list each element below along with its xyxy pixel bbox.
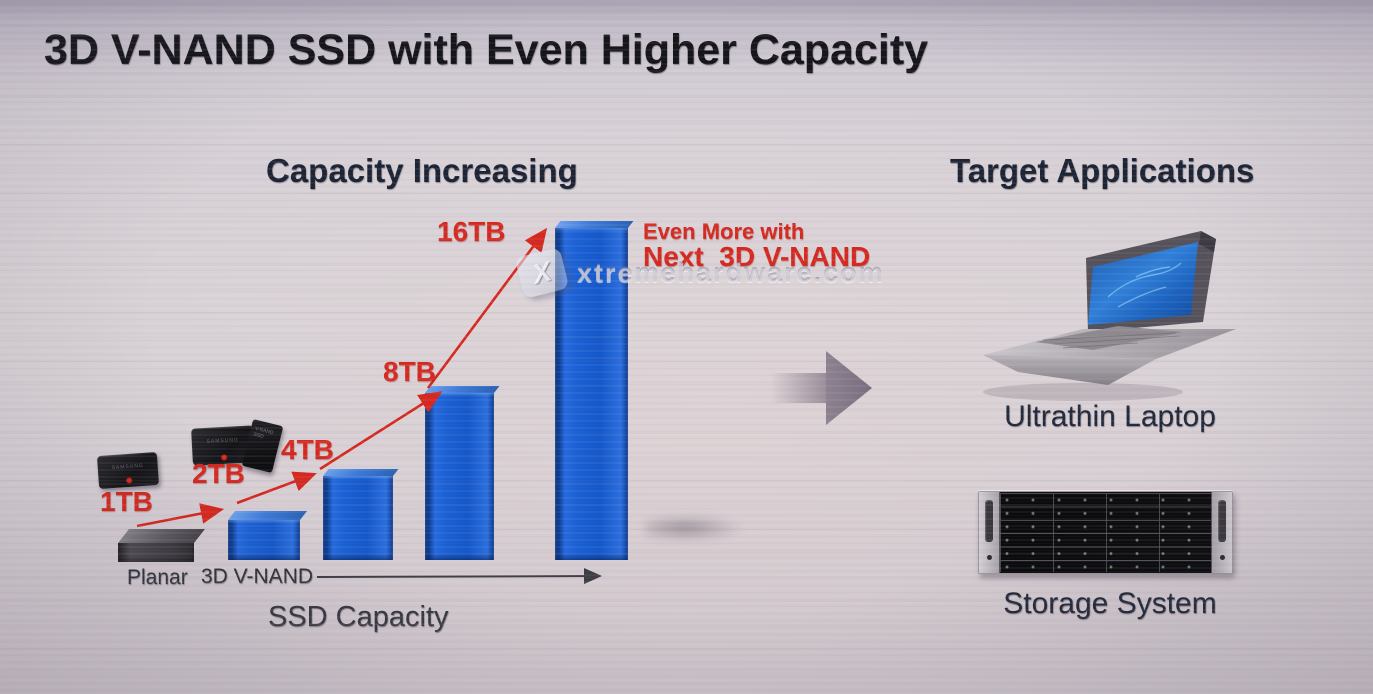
bar-top-face bbox=[555, 221, 634, 228]
target-applications-heading: Target Applications bbox=[950, 152, 1255, 189]
ssd-brand-text: SAMSUNG bbox=[111, 462, 145, 472]
vnand-card-text: V-NAND SSD bbox=[252, 425, 275, 440]
bar-8tb bbox=[425, 386, 500, 560]
trend-arrow-2tb-4tb bbox=[236, 471, 317, 505]
bar-top-face bbox=[228, 511, 308, 520]
x-axis-arrow bbox=[316, 568, 602, 585]
axis-category-vnand: 3D V-NAND bbox=[201, 565, 314, 588]
watermark-text: xtremehardware.com bbox=[577, 257, 885, 288]
slide-title: 3D V-NAND SSD with Even Higher Capacity bbox=[44, 26, 929, 74]
ultrathin-laptop-image bbox=[983, 231, 1236, 401]
bar-front-face bbox=[118, 543, 194, 562]
bar-4tb bbox=[323, 469, 399, 560]
bar-front-face bbox=[425, 393, 494, 560]
bar-top-face bbox=[118, 529, 205, 543]
rack-handle-icon bbox=[1218, 500, 1226, 543]
trend-arrow-4tb-8tb bbox=[319, 391, 443, 471]
rack-handle-icon bbox=[985, 500, 993, 543]
ultrathin-laptop-label: Ultrathin Laptop bbox=[1004, 400, 1216, 433]
ssd-brand-text: SAMSUNG bbox=[206, 437, 240, 445]
bar-top-face bbox=[323, 469, 399, 476]
ssd-drive-1tb-image: SAMSUNG bbox=[96, 451, 160, 490]
storage-system-label: Storage System bbox=[1003, 587, 1217, 620]
flow-arrow-tail bbox=[770, 373, 828, 403]
capacity-increasing-heading: Capacity Increasing bbox=[266, 152, 578, 189]
watermark-x-logo-icon: X bbox=[514, 247, 570, 299]
bar-front-face bbox=[228, 520, 300, 560]
rack-screw bbox=[986, 555, 992, 561]
storage-system-image bbox=[978, 491, 1233, 574]
watermark: X xtremehardware.com bbox=[514, 247, 885, 299]
drive-bays bbox=[1000, 493, 1211, 572]
rack-ear-right bbox=[1211, 492, 1232, 573]
label-4tb: 4TB bbox=[281, 434, 334, 465]
axis-title-ssd-capacity: SSD Capacity bbox=[268, 601, 449, 633]
bar-front-face bbox=[323, 476, 393, 560]
label-16tb: 16TB bbox=[437, 216, 506, 247]
flow-arrow-icon bbox=[826, 351, 872, 425]
photo-smudge bbox=[645, 514, 745, 542]
annotation-next-vnand: Next 3D V-NAND bbox=[643, 241, 871, 272]
annotation-even-more: Even More with bbox=[643, 219, 805, 244]
axis-category-planar: Planar bbox=[127, 566, 188, 589]
bar-top-face bbox=[425, 386, 500, 393]
label-1tb: 1TB bbox=[100, 486, 153, 517]
bar-planar-1tb bbox=[118, 529, 205, 562]
label-2tb: 2TB bbox=[192, 458, 245, 489]
rack-ear-left bbox=[979, 492, 1000, 573]
ssd-red-dot bbox=[126, 477, 132, 484]
bar-2tb bbox=[228, 511, 308, 560]
label-8tb: 8TB bbox=[383, 356, 436, 387]
rack-screw bbox=[1219, 555, 1225, 561]
